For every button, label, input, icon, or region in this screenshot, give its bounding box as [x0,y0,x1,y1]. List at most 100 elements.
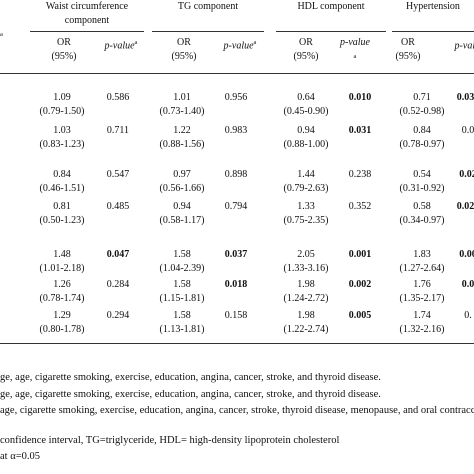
odds-ratio: 1.26 [53,279,71,290]
p-value: 0.010 [348,92,372,103]
group-rule [152,31,264,32]
confidence-interval: (1.32-2.16) [399,324,445,335]
confidence-interval: (1.35-2.17) [399,293,445,304]
p-header: p-valuea [104,39,138,52]
p-value: 0. [464,310,472,321]
confidence-interval: (0.50-1.23) [39,215,85,226]
p-value: 0.294 [106,310,130,321]
confidence-interval: (0.58-1.17) [159,215,205,226]
confidence-interval: (0.56-1.66) [159,183,205,194]
p-header: p-valuea [454,40,474,52]
odds-ratio: 0.71 [413,92,431,103]
odds-ratio: 0.81 [53,201,71,212]
p-value: 0.0 [461,125,474,136]
confidence-interval: (0.88-1.56) [159,139,205,150]
group-rule [276,31,386,32]
odds-ratio: 0.94 [173,201,191,212]
odds-ratio: 1.58 [173,249,191,260]
odds-ratio: 1.58 [173,310,191,321]
p-header: p-valuea [223,39,257,52]
confidence-interval: (0.88-1.00) [283,139,329,150]
p-value: 0.794 [224,201,248,212]
odds-ratio: 1.29 [53,310,71,321]
confidence-interval: (0.45-0.90) [283,106,329,117]
p-value: 0.158 [224,310,248,321]
confidence-interval: (0.34-0.97) [399,215,445,226]
p-value: 0.018 [224,279,248,290]
confidence-interval: (0.75-2.35) [283,215,329,226]
p-value: 0.001 [348,249,372,260]
p-value: 0.026 [456,201,474,212]
odds-ratio: 1.58 [173,279,191,290]
group-header: HDL component [297,1,365,12]
footnote: age, cigarette smoking, exercise, educat… [0,405,474,416]
group-header: TG component [177,1,239,12]
odds-ratio: 1.98 [297,310,315,321]
group-header: Waist circumference component [45,1,129,26]
p-value: 0.547 [106,169,130,180]
confidence-interval: (1.27-2.64) [399,263,445,274]
confidence-interval: (0.79-1.50) [39,106,85,117]
odds-ratio: 1.01 [173,92,191,103]
footnote: at α=0.05 [0,451,41,462]
or-header: OR (95%) [293,37,319,62]
p-value: 0.586 [106,92,130,103]
odds-ratio: 1.98 [297,279,315,290]
confidence-interval: (0.79-2.63) [283,183,329,194]
group-header: Hypertension [406,1,460,12]
p-value: 0.0 [461,279,474,290]
odds-ratio: 0.94 [297,125,315,136]
confidence-interval: (0.73-1.40) [159,106,205,117]
odds-ratio: 1.76 [413,279,431,290]
confidence-interval: (0.78-1.74) [39,293,85,304]
p-value: 0.956 [224,92,248,103]
p-value: 0.284 [106,279,130,290]
p-value: 0.485 [106,201,130,212]
p-value: 0.983 [224,125,248,136]
stub-mark: a [0,31,3,38]
confidence-interval: (0.78-0.97) [399,139,445,150]
odds-ratio: 1.83 [413,249,431,260]
or-header: OR (95%) [51,37,77,62]
confidence-interval: (1.01-2.18) [39,263,85,274]
p-value: 0.02 [459,169,474,180]
p-value: 0.898 [224,169,248,180]
p-value: 0.002 [348,279,372,290]
odds-ratio: 0.84 [53,169,71,180]
p-value: 0.238 [348,169,372,180]
p-value: 0.005 [348,310,372,321]
odds-ratio: 0.84 [413,125,431,136]
header-rule [0,73,474,74]
confidence-interval: (1.15-1.81) [159,293,205,304]
p-value: 0.034 [456,92,474,103]
confidence-interval: (1.13-1.81) [159,324,205,335]
odds-ratio: 0.54 [413,169,431,180]
or-header: OR (95%) [395,37,421,62]
confidence-interval: (1.04-2.39) [159,263,205,274]
confidence-interval: (0.46-1.51) [39,183,85,194]
odds-ratio: 1.09 [53,92,71,103]
p-value: 0.00 [459,249,474,260]
p-value: 0.047 [106,249,130,260]
odds-ratio: 0.64 [297,92,315,103]
odds-ratio: 1.44 [297,169,315,180]
p-value: 0.037 [224,249,248,260]
odds-ratio: 1.74 [413,310,431,321]
odds-ratio: 1.03 [53,125,71,136]
footnote: confidence interval, TG=triglyceride, HD… [0,435,340,446]
p-header: p-valuea [340,37,370,60]
confidence-interval: (1.24-2.72) [283,293,329,304]
confidence-interval: (1.33-3.16) [283,263,329,274]
confidence-interval: (1.22-2.74) [283,324,329,335]
odds-ratio: 1.33 [297,201,315,212]
odds-ratio: 0.58 [413,201,431,212]
or-header: OR (95%) [171,37,197,62]
confidence-interval: (0.31-0.92) [399,183,445,194]
p-value: 0.352 [348,201,372,212]
odds-ratio: 1.22 [173,125,191,136]
odds-ratio: 2.05 [297,249,315,260]
confidence-interval: (0.52-0.98) [399,106,445,117]
footnote: ge, age, cigarette smoking, exercise, ed… [0,389,381,400]
p-value: 0.711 [106,125,130,136]
